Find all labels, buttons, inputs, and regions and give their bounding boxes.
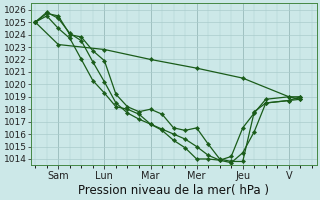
X-axis label: Pression niveau de la mer( hPa ): Pression niveau de la mer( hPa )	[78, 184, 269, 197]
